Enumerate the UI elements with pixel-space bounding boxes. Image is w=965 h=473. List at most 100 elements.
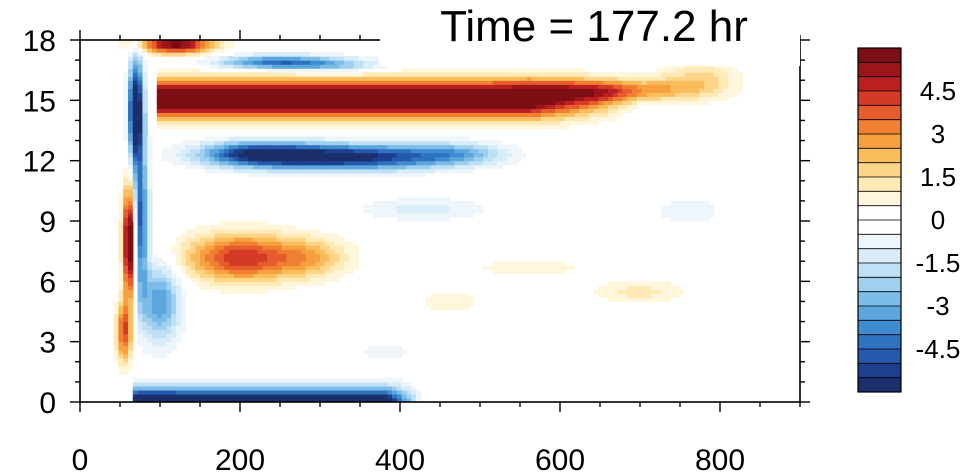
field-cell (233, 261, 239, 266)
field-cell (401, 208, 407, 214)
field-cell (464, 96, 470, 101)
field-cell (401, 160, 407, 166)
field-cell (502, 76, 508, 81)
field-cell (420, 124, 427, 130)
field-cell (478, 112, 484, 118)
colorbar: 4.531.50-1.5-3-4.5 (857, 47, 960, 393)
field-cell (598, 80, 604, 85)
field-cell (310, 241, 316, 246)
field-cell (339, 72, 345, 77)
field-cell (185, 84, 191, 89)
field-cell (305, 160, 311, 166)
field-cell (358, 377, 364, 383)
field-cell (516, 76, 523, 81)
field-cell (689, 84, 695, 89)
field-cell (228, 164, 235, 170)
field-cell (166, 88, 172, 93)
field-cell (516, 265, 523, 270)
field-cell (123, 225, 129, 230)
field-cell (272, 100, 278, 105)
field-cell (132, 124, 139, 130)
field-cell (665, 297, 671, 303)
field-cell (382, 112, 388, 118)
field-cell (185, 269, 191, 274)
field-cell (440, 140, 446, 146)
field-cell (320, 245, 326, 250)
field-cell (473, 120, 479, 126)
field-cell (123, 261, 129, 266)
field-cell (540, 72, 547, 77)
field-cell (113, 305, 119, 311)
field-cell (204, 233, 211, 238)
field-cell (368, 148, 374, 154)
field-cell (132, 381, 139, 387)
field-cell (584, 72, 590, 77)
field-cell (128, 301, 134, 307)
field-cell (118, 200, 124, 206)
field-cell (449, 140, 455, 146)
field-cell (123, 176, 129, 182)
field-cell (334, 273, 340, 278)
field-cell (425, 108, 431, 113)
field-cell (296, 72, 302, 77)
field-cell (636, 96, 643, 101)
field-cell (665, 100, 671, 105)
field-cell (195, 245, 201, 250)
field-cell (286, 269, 292, 274)
field-cell (377, 64, 383, 69)
field-cell (142, 108, 148, 113)
field-cell (204, 108, 211, 113)
field-cell (252, 168, 259, 174)
field-cell (468, 88, 475, 93)
field-cell (128, 76, 134, 81)
field-cell (291, 68, 297, 73)
field-cell (296, 124, 302, 130)
field-cell (248, 253, 254, 258)
field-cell (372, 381, 379, 387)
field-cell (233, 273, 239, 278)
field-cell (348, 112, 355, 118)
field-cell (305, 140, 311, 146)
field-cell (156, 293, 163, 299)
field-cell (497, 68, 503, 73)
field-cell (564, 80, 571, 85)
field-cell (329, 152, 335, 158)
field-cell (512, 112, 518, 118)
field-cell (200, 160, 206, 166)
field-cell (478, 140, 484, 146)
field-cell (368, 349, 374, 355)
field-cell (363, 160, 369, 166)
field-cell (276, 152, 283, 158)
field-cell (252, 56, 259, 61)
field-cell (387, 88, 393, 93)
field-cell (411, 104, 417, 109)
field-cell (588, 112, 595, 118)
field-cell (502, 80, 508, 85)
field-cell (156, 52, 163, 57)
field-cell (123, 329, 129, 335)
field-cell (142, 253, 148, 258)
field-cell (286, 281, 292, 286)
field-cell (646, 96, 652, 101)
field-cell (300, 237, 307, 242)
field-cell (444, 100, 451, 105)
field-cell (228, 100, 235, 105)
field-cell (305, 377, 311, 383)
field-cell (176, 104, 182, 109)
field-cell (185, 156, 191, 162)
field-cell (252, 285, 259, 290)
field-cell (233, 56, 239, 61)
field-cell (296, 273, 302, 278)
colorbar-box (858, 91, 901, 106)
field-cell (454, 208, 460, 214)
field-cell (387, 172, 393, 178)
field-cell (204, 136, 211, 142)
field-cell (147, 341, 153, 347)
field-cell (156, 329, 163, 335)
field-cell (161, 48, 167, 53)
field-cell (156, 345, 163, 351)
field-cell (262, 72, 268, 77)
field-cell (473, 76, 479, 81)
field-cell (348, 168, 355, 174)
field-cell (142, 281, 148, 286)
